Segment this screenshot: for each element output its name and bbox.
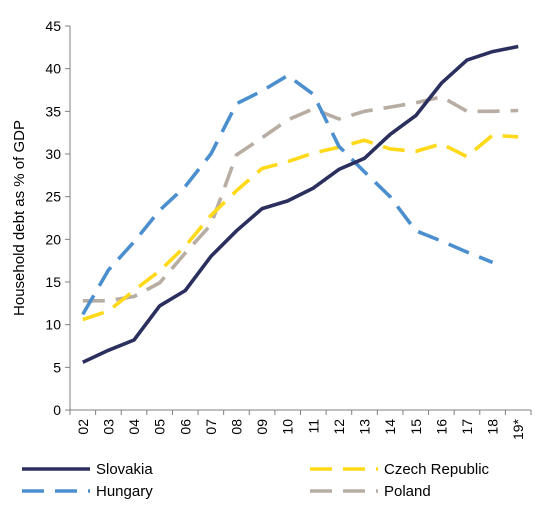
x-tick-label: 03 [100, 419, 116, 435]
x-tick-label: 18 [485, 419, 501, 435]
x-tick-label: 05 [152, 419, 168, 435]
series-layer [81, 44, 519, 364]
x-tick-label: 12 [331, 419, 347, 435]
x-tick-label: 15 [408, 419, 424, 435]
y-tick-label: 45 [45, 18, 61, 34]
x-tick-label: 09 [254, 419, 270, 435]
x-tick-label: 10 [280, 419, 296, 435]
x-tick-label: 16 [433, 419, 449, 435]
x-tick-label: 08 [228, 419, 244, 435]
x-tick-label: 11 [305, 419, 321, 434]
x-ticks: 02 03 04 05 06 07 08 09 10 11 12 13 14 15 16 17 18 19* [69, 410, 532, 440]
series-line-czech-republic [82, 133, 519, 322]
series-line-slovakia [82, 44, 519, 364]
x-tick-label: 13 [357, 419, 373, 435]
x-tick-label: 04 [126, 419, 142, 435]
y-tick-label: 0 [53, 402, 61, 418]
x-tick-label: 02 [75, 419, 91, 435]
x-tick-label: 06 [177, 419, 193, 435]
legend: Slovakia Czech Republic Hungary Poland [22, 461, 490, 500]
y-tick-label: 30 [45, 146, 61, 162]
series-line-poland [82, 95, 519, 303]
y-tick-label: 20 [45, 231, 61, 247]
legend-label-slovakia: Slovakia [96, 461, 153, 478]
y-tick-label: 40 [45, 61, 61, 77]
y-tick-label: 15 [45, 274, 61, 290]
x-tick-label: 14 [382, 419, 398, 435]
legend-label-czech-republic: Czech Republic [384, 461, 490, 478]
y-tick-label: 10 [45, 317, 61, 333]
y-tick-label: 25 [45, 189, 61, 205]
y-tick-label: 5 [53, 359, 61, 375]
y-tick-label: 35 [45, 103, 61, 119]
y-axis-label: Household debt as % of GDP [11, 120, 28, 316]
legend-label-hungary: Hungary [96, 483, 153, 500]
x-tick-label: 19* [510, 418, 526, 440]
legend-label-poland: Poland [384, 483, 431, 500]
x-tick-label: 17 [459, 419, 475, 435]
x-tick-label: 07 [203, 419, 219, 435]
series-line-hungary [81, 73, 494, 316]
y-ticks: 0 5 10 15 20 25 30 35 40 45 [45, 18, 70, 418]
